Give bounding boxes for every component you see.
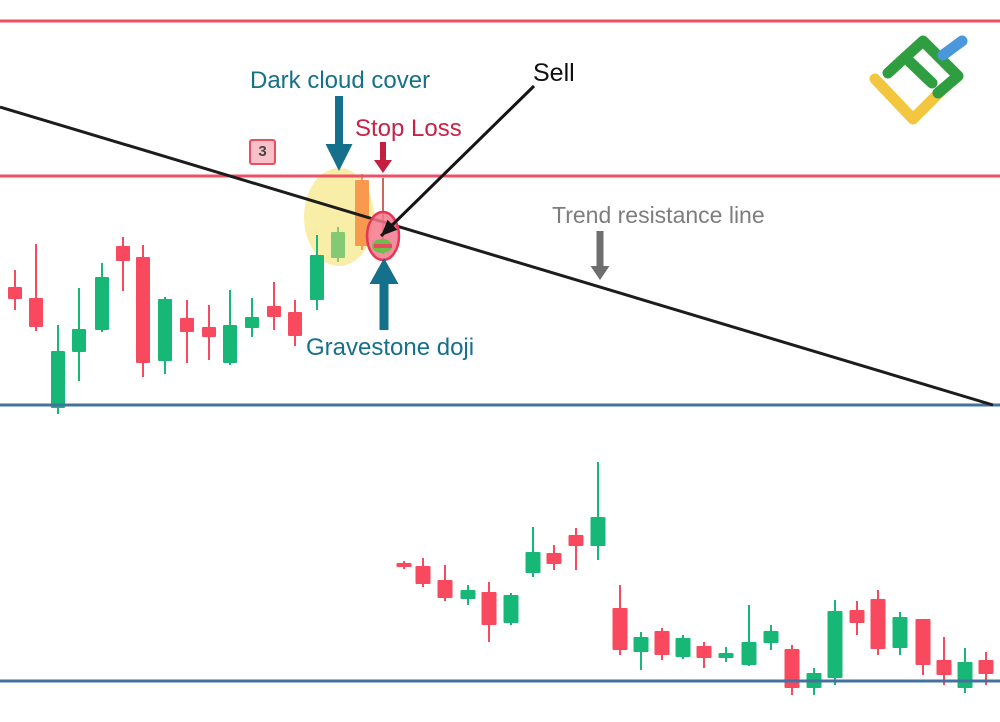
candle-body	[223, 325, 237, 363]
candle-body	[95, 277, 109, 330]
logo-blue-stroke	[937, 35, 968, 61]
candle-body	[72, 329, 86, 352]
candle-body	[892, 617, 908, 648]
candle-body	[654, 631, 670, 655]
candle-body	[568, 535, 584, 546]
dark-cloud-arrow-icon	[325, 144, 353, 171]
candle-body	[460, 590, 476, 599]
candle-body	[51, 351, 65, 408]
doji-body	[374, 244, 392, 248]
candle-body	[978, 660, 994, 674]
candle-body	[633, 637, 649, 652]
candle-body	[546, 553, 562, 564]
candle-body	[718, 653, 734, 658]
stop-loss-label: Stop Loss	[355, 115, 462, 142]
pattern-number-badge: 3	[249, 139, 276, 165]
sell-label: Sell	[533, 59, 575, 87]
candle-body	[915, 619, 931, 665]
candle-body	[355, 180, 369, 246]
broker-logo	[869, 35, 968, 125]
gravestone-arrow-icon	[369, 258, 399, 284]
candle-body	[481, 592, 497, 625]
candle-body	[415, 566, 431, 584]
dark-cloud-cover-label: Dark cloud cover	[250, 67, 431, 94]
logo-green-inner-stroke	[904, 56, 938, 89]
candle-body	[288, 312, 302, 336]
trend-resistance-arrow-icon	[590, 266, 610, 280]
candle-body	[29, 298, 43, 327]
candle-body	[936, 660, 952, 675]
candle-body	[267, 306, 281, 317]
candle-body	[870, 599, 886, 649]
candle-body	[675, 638, 691, 657]
candle-body	[525, 552, 541, 573]
candle-body	[612, 608, 628, 650]
candle-body	[158, 299, 172, 361]
candle-body	[849, 610, 865, 623]
candle-body	[396, 563, 412, 567]
candle-body	[331, 232, 345, 258]
candle-body	[741, 642, 757, 665]
candle-body	[696, 646, 712, 658]
stop-loss-arrow-icon	[374, 160, 392, 173]
candle-body	[136, 257, 150, 363]
sell-pointer-line	[379, 84, 536, 238]
candle-body	[827, 611, 843, 678]
candle-body	[784, 649, 800, 688]
logo-yellow-check	[869, 73, 951, 125]
sell-arrowhead-icon	[381, 219, 398, 236]
candle-body	[503, 595, 519, 623]
candle-body	[590, 517, 606, 546]
candle-body	[310, 255, 324, 300]
candle-body	[180, 318, 194, 332]
candle-body	[8, 287, 22, 299]
candle-body	[116, 246, 130, 261]
candle-body	[763, 631, 779, 643]
trend-resistance-label: Trend resistance line	[552, 202, 765, 228]
gravestone-doji-label: Gravestone doji	[306, 334, 475, 361]
candle-body	[202, 327, 216, 337]
candle-body	[957, 662, 973, 688]
candle-body	[245, 317, 259, 328]
trend-resistance-trendline	[0, 105, 994, 407]
candle-body	[437, 580, 453, 598]
